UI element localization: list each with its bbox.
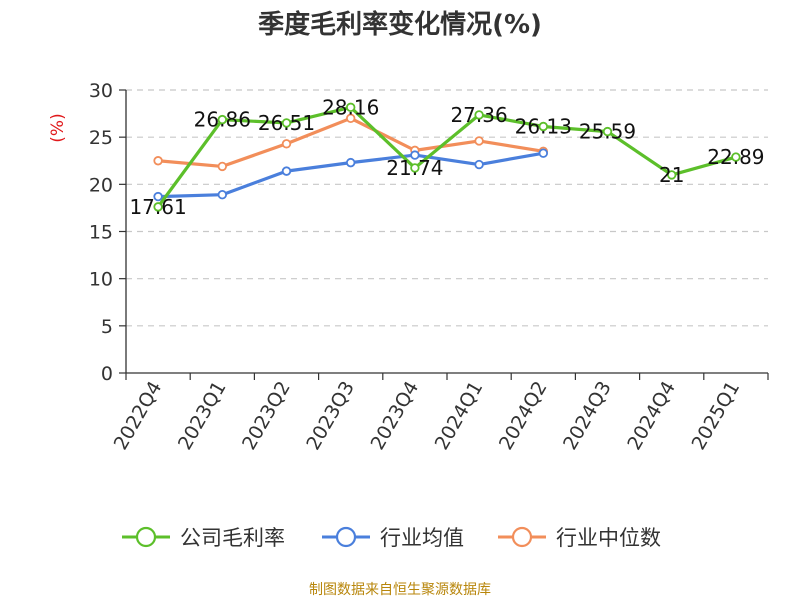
data-label: 25.59 xyxy=(579,120,636,144)
data-point xyxy=(538,148,548,158)
data-label: 21 xyxy=(659,163,684,187)
data-label: 21.74 xyxy=(386,156,443,180)
data-label: 22.89 xyxy=(707,145,764,169)
legend-marker xyxy=(135,526,157,548)
data-label: 27.36 xyxy=(450,103,507,127)
data-point xyxy=(474,110,484,120)
data-point xyxy=(153,156,163,166)
y-tick-label: 0 xyxy=(101,363,113,385)
data-label: 26.51 xyxy=(258,111,315,135)
data-point xyxy=(410,163,420,173)
y-tick-label: 10 xyxy=(89,269,113,291)
data-point xyxy=(217,190,227,200)
data-point xyxy=(346,157,356,168)
x-tick-label: 2023Q4 xyxy=(366,378,423,454)
data-label: 28.16 xyxy=(322,95,379,119)
legend-label: 行业中位数 xyxy=(556,526,661,550)
series-lines xyxy=(153,102,741,212)
y-tick-label: 15 xyxy=(89,222,113,244)
series-0 xyxy=(153,102,741,212)
source-note: 制图数据来自恒生聚源数据库 xyxy=(309,582,491,598)
x-tick-label: 2023Q1 xyxy=(174,378,231,454)
data-point xyxy=(410,150,420,160)
x-tick-label: 2024Q4 xyxy=(623,378,680,454)
x-tick-label: 2023Q2 xyxy=(238,378,295,454)
x-tick-label: 2023Q3 xyxy=(302,378,359,454)
y-tick-label: 20 xyxy=(89,174,113,196)
y-tick-label: 5 xyxy=(101,316,113,338)
y-tick-label: 30 xyxy=(89,80,113,102)
data-point xyxy=(217,114,227,125)
data-label: 26.13 xyxy=(515,115,572,139)
data-point xyxy=(538,121,548,132)
data-point xyxy=(153,202,163,212)
data-point xyxy=(281,166,292,176)
legend-marker xyxy=(335,526,357,548)
x-tick-label: 2022Q4 xyxy=(110,378,167,454)
x-tick-label: 2024Q2 xyxy=(495,378,552,454)
data-point xyxy=(281,139,292,149)
x-tick-label: 2024Q1 xyxy=(431,377,488,453)
legend: 公司毛利率 行业均值 行业中位数 xyxy=(122,526,661,550)
y-tick-labels: 0 5 10 15 20 25 30 xyxy=(89,80,113,385)
axes xyxy=(119,89,769,380)
legend-marker xyxy=(511,526,533,548)
x-tick-labels: 2022Q4 2023Q1 2023Q2 2023Q3 2023Q4 2024Q1 2024… xyxy=(110,377,745,453)
data-point xyxy=(346,102,356,113)
series-line xyxy=(156,105,737,208)
y-axis-label: (%) xyxy=(48,113,68,142)
data-label: 17.61 xyxy=(129,195,186,219)
legend-label: 公司毛利率 xyxy=(180,526,285,550)
x-tick-label: 2024Q3 xyxy=(559,378,616,454)
x-tick-label: 2025Q1 xyxy=(687,378,744,454)
data-label: 26.86 xyxy=(194,108,251,132)
data-point xyxy=(731,152,741,162)
data-point xyxy=(474,159,484,170)
y-tick-label: 25 xyxy=(89,127,113,149)
grid-lines xyxy=(126,89,768,327)
legend-label: 行业均值 xyxy=(380,526,464,550)
data-point xyxy=(474,136,484,146)
series-1 xyxy=(153,148,548,202)
data-point xyxy=(346,113,356,123)
chart-title: 季度毛利率变化情况(%) xyxy=(258,9,542,40)
data-point xyxy=(667,170,677,180)
data-point xyxy=(217,161,227,172)
data-point xyxy=(281,118,292,128)
data-labels: 17.61 26.86 26.51 28.16 21.74 27.36 26.13 25.59… xyxy=(129,95,764,219)
data-point xyxy=(153,191,163,202)
data-point xyxy=(602,126,613,137)
